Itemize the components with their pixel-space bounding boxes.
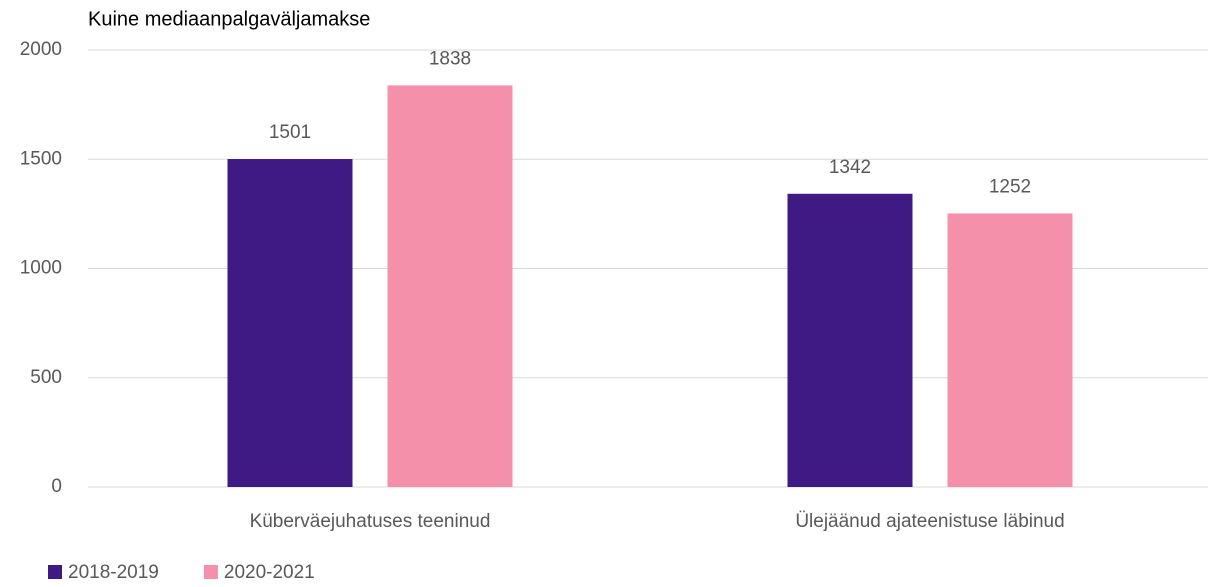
- legend-label: 2018-2019: [68, 562, 159, 583]
- legend-swatch: [48, 565, 62, 579]
- y-tick-label: 500: [30, 367, 62, 388]
- bar: [947, 213, 1073, 488]
- bar: [787, 193, 913, 487]
- data-label: 1501: [269, 122, 311, 143]
- legend-label: 2020-2021: [224, 562, 315, 583]
- chart-title: Kuine mediaanpalgaväljamakse: [88, 8, 370, 30]
- data-label: 1342: [829, 157, 871, 178]
- data-label: 1252: [989, 176, 1031, 197]
- legend-swatch: [203, 565, 218, 579]
- y-tick-label: 1000: [20, 258, 62, 279]
- y-tick-label: 0: [51, 476, 62, 497]
- x-tick-label: Küberväejuhatuses teeninud: [250, 511, 491, 532]
- data-label: 1838: [429, 48, 471, 69]
- x-tick-label: Ülejäänud ajateenistuse läbinud: [795, 511, 1064, 532]
- bar: [227, 159, 353, 487]
- y-tick-label: 2000: [20, 39, 62, 60]
- y-tick-label: 1500: [20, 148, 62, 169]
- bar: [387, 85, 513, 487]
